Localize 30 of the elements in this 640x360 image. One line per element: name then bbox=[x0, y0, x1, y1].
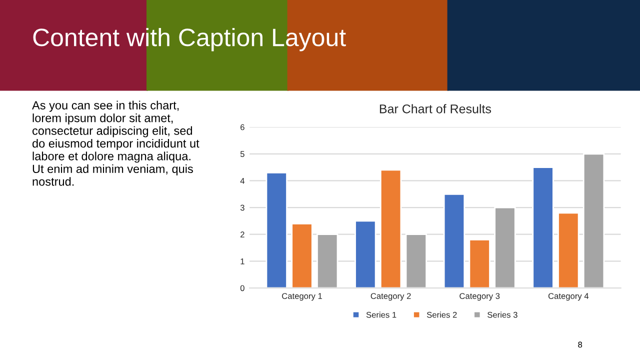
legend-label: Series 3 bbox=[488, 312, 518, 318]
bar bbox=[380, 169, 402, 288]
bar bbox=[291, 222, 313, 288]
y-tick-label: 6 bbox=[240, 124, 244, 130]
text: Content with Caption Layout bbox=[33, 28, 346, 52]
bar bbox=[468, 239, 490, 288]
y-tick-label: 5 bbox=[240, 151, 244, 157]
legend-label: Series 1 bbox=[366, 312, 396, 318]
x-tick-label: Category 3 bbox=[460, 293, 500, 301]
bar bbox=[532, 166, 554, 288]
y-tick-label: 1 bbox=[240, 258, 244, 264]
text: 8 bbox=[578, 342, 582, 348]
bar bbox=[558, 212, 580, 288]
bar bbox=[582, 153, 605, 288]
legend-label: Series 2 bbox=[426, 312, 457, 318]
bar bbox=[316, 234, 338, 288]
x-tick-label: Category 2 bbox=[370, 293, 411, 301]
y-tick-label: 2 bbox=[240, 232, 244, 238]
y-tick-label: 3 bbox=[240, 204, 244, 211]
bar bbox=[494, 206, 516, 288]
bar bbox=[266, 172, 288, 288]
y-tick-label: 4 bbox=[240, 178, 244, 184]
y-tick-label: 0 bbox=[240, 285, 244, 292]
chart-title: Bar Chart of Results bbox=[380, 104, 492, 114]
x-tick-label: Category 1 bbox=[282, 293, 322, 301]
text: As you can see in this chart, lorem ipsum dolor sit amet, consectetur adipiscing elit, sed do eiusmod tempor incididunt ut labore et dolore magna aliqua. Ut enim ad minim veniam, quis nostrud. bbox=[32, 100, 200, 186]
bar bbox=[443, 193, 466, 288]
bar bbox=[354, 220, 376, 288]
x-tick-label: Category 4 bbox=[548, 293, 589, 301]
bar bbox=[405, 234, 428, 288]
